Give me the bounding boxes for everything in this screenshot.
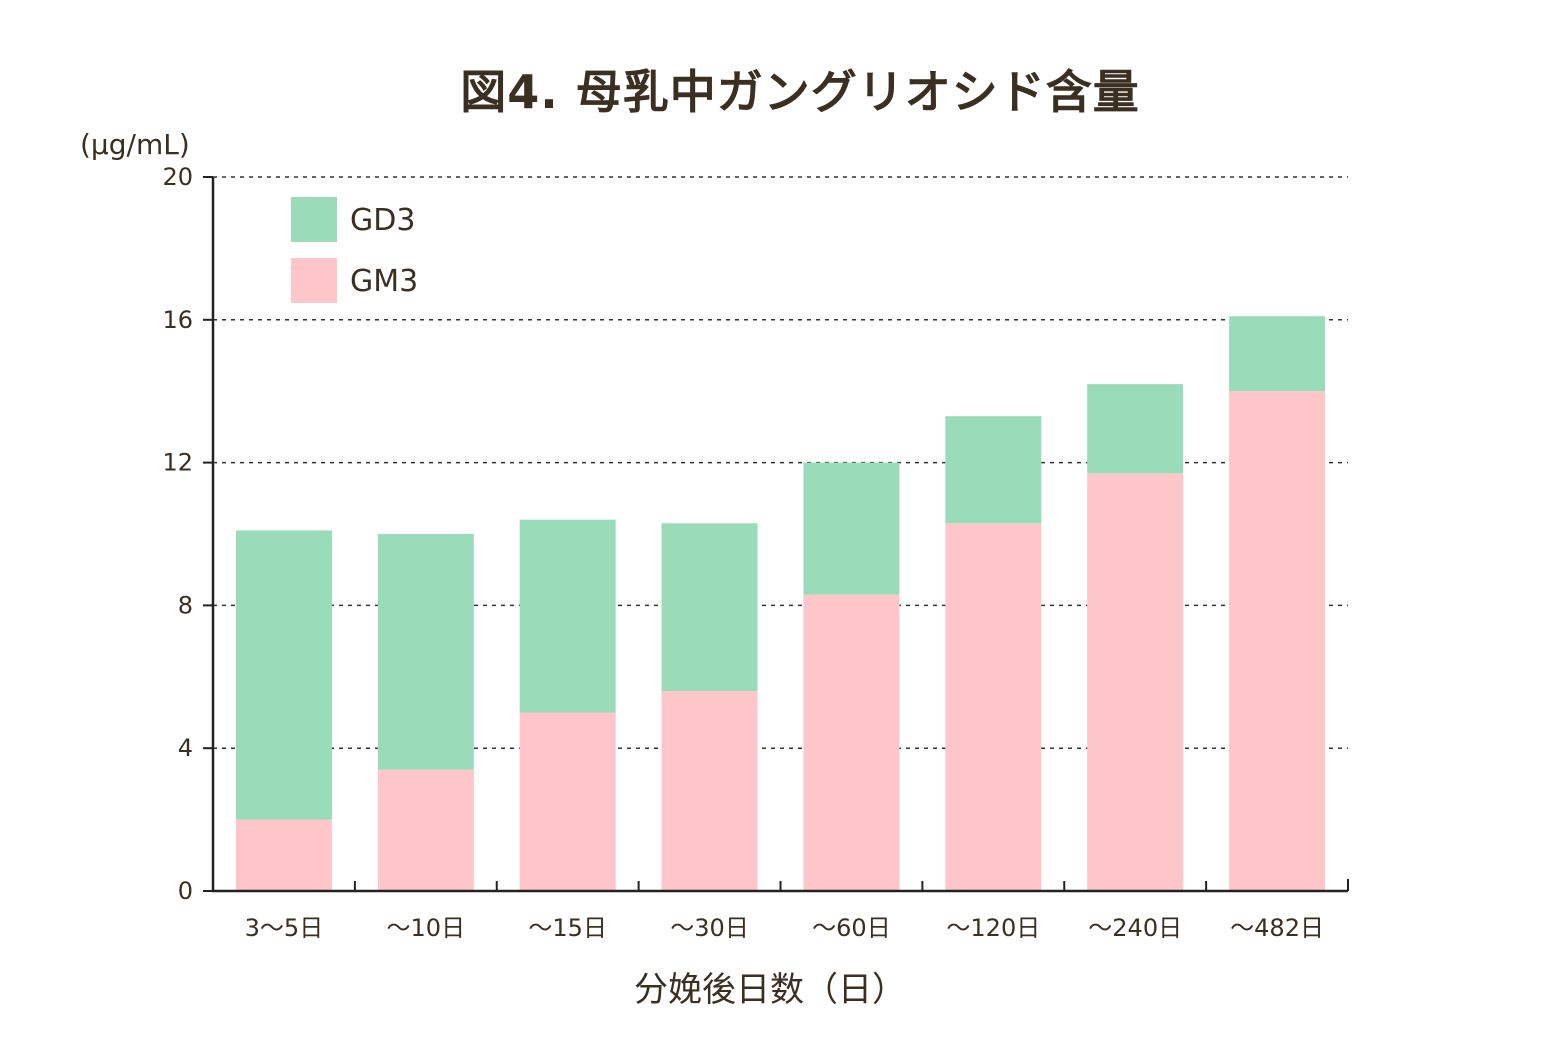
bar-gd3-0 [235,530,332,820]
y-tick-label-20: 20 [162,163,193,191]
y-tick-labels: 0 4 8 12 16 20 [162,163,193,905]
bar-gm3-5 [945,523,1042,891]
bar-gd3-1 [377,534,474,770]
bar-gd3-7 [1229,316,1326,392]
y-tick-label-0: 0 [178,877,193,905]
bar-gd3-3 [661,523,758,692]
x-tick-label-7: 〜482日 [1230,914,1324,942]
x-tick-label-6: 〜240日 [1088,914,1182,942]
legend-swatch-gm3 [291,258,337,303]
x-tick-label-0: 3〜5日 [245,914,324,942]
x-tick-label-3: 〜30日 [670,914,749,942]
x-tick-label-1: 〜10日 [387,914,466,942]
bar-gm3-6 [1087,473,1184,891]
bar-gm3-0 [235,819,332,891]
bar-gd3-4 [803,462,900,595]
x-tick-label-5: 〜120日 [946,914,1040,942]
chart-title: 図4. 母乳中ガングリオシド含量 [460,65,1140,119]
y-tick-label-16: 16 [162,306,193,334]
legend-label-gm3: GM3 [350,264,418,299]
bar-gm3-7 [1229,391,1326,891]
bars [235,316,1326,891]
bar-gm3-2 [519,712,616,891]
bar-gd3-2 [519,519,616,713]
bar-gm3-1 [377,769,474,891]
legend-label-gd3: GD3 [350,203,415,238]
x-tick-label-4: 〜60日 [812,914,891,942]
x-axis-title: 分娩後日数（日） [634,970,906,1010]
x-tick-label-2: 〜15日 [528,914,607,942]
x-tick-labels: 3〜5日 〜10日 〜15日 〜30日 〜60日 〜120日 〜240日 〜482日 [245,914,1324,942]
bar-gd3-5 [945,416,1042,524]
y-axis-unit-label: (μg/mL) [80,128,190,161]
bar-gd3-6 [1087,384,1184,474]
y-tick-label-8: 8 [178,591,193,619]
bar-gm3-3 [661,691,758,891]
y-tick-label-12: 12 [162,449,193,477]
legend: GD3 GM3 [291,197,418,303]
legend-swatch-gd3 [291,197,337,242]
axes [203,176,1349,893]
y-tick-label-4: 4 [178,734,193,762]
bar-gm3-4 [803,594,900,891]
